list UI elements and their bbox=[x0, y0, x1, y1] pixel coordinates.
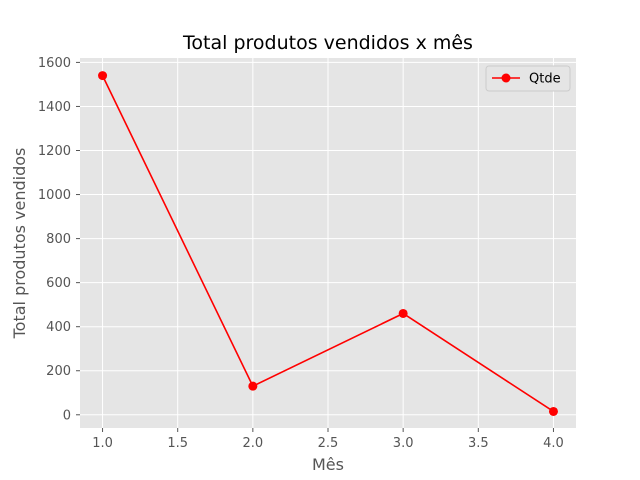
data-point bbox=[248, 381, 258, 391]
series-line bbox=[101, 75, 554, 413]
x-tick-label: 1.5 bbox=[167, 436, 188, 451]
x-tick-label: 2.0 bbox=[243, 436, 264, 451]
y-tick-label: 800 bbox=[46, 232, 71, 247]
series-layer bbox=[98, 71, 558, 416]
chart-title: Total produtos vendidos x mês bbox=[182, 32, 473, 54]
legend-box bbox=[485, 65, 571, 92]
x-tick-label: 4.0 bbox=[543, 436, 564, 451]
y-tick-label: 1200 bbox=[38, 144, 71, 159]
data-point bbox=[98, 71, 108, 81]
legend-marker-swatch bbox=[501, 73, 511, 83]
y-tick-label: 200 bbox=[46, 364, 71, 379]
y-tick-label: 1000 bbox=[38, 188, 71, 203]
data-point bbox=[398, 308, 408, 318]
axis-ticks: 1.0 1.5 2.0 2.5 3.0 3.5 4.0 0 200 400 600 800 1000 12… bbox=[38, 56, 564, 451]
x-tick-label: 2.5 bbox=[318, 436, 339, 451]
y-tick-label: 600 bbox=[46, 276, 71, 291]
x-tick-label: 3.0 bbox=[393, 436, 414, 451]
y-tick-label: 1600 bbox=[38, 56, 71, 71]
y-tick-label: 1400 bbox=[38, 100, 71, 115]
grid-lines bbox=[80, 58, 576, 428]
data-point bbox=[548, 406, 558, 416]
x-axis-label: Mês bbox=[312, 455, 344, 474]
x-tick-label: 1.0 bbox=[92, 436, 113, 451]
y-tick-label: 0 bbox=[63, 408, 71, 423]
legend-label: Qtde bbox=[529, 72, 561, 87]
y-axis-label: Total produtos vendidos bbox=[10, 148, 29, 340]
x-tick-label: 3.5 bbox=[468, 436, 489, 451]
y-tick-label: 400 bbox=[46, 320, 71, 335]
legend: Qtde bbox=[485, 65, 571, 92]
